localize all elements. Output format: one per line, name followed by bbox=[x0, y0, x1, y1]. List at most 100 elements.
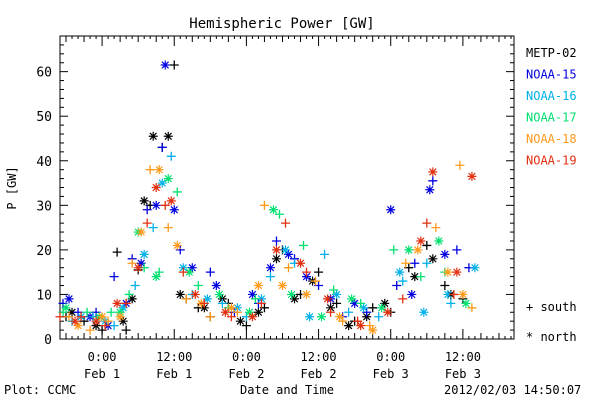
marker-south bbox=[109, 272, 119, 282]
marker-south bbox=[142, 218, 152, 228]
marker-south bbox=[76, 312, 86, 322]
marker-south bbox=[250, 294, 260, 304]
marker-north bbox=[323, 294, 333, 304]
x-axis-label: Date and Time bbox=[240, 383, 334, 397]
marker-north bbox=[247, 289, 257, 299]
marker-south bbox=[241, 321, 251, 331]
marker-south bbox=[392, 281, 402, 291]
marker-north bbox=[172, 240, 182, 250]
marker-south bbox=[467, 303, 477, 313]
marker-north bbox=[70, 316, 80, 326]
marker-south bbox=[455, 160, 465, 170]
marker-north bbox=[443, 289, 453, 299]
y-tick-label: 10 bbox=[36, 288, 52, 303]
marker-south bbox=[280, 218, 290, 228]
marker-south bbox=[112, 247, 122, 257]
legend: METP-02 NOAA-15 NOAA-16 NOAA-17 NOAA-18 NOAA-… bbox=[526, 46, 577, 168]
marker-south bbox=[181, 294, 191, 304]
marker-south bbox=[82, 307, 92, 317]
x-tick-label-date: Feb 2 bbox=[228, 367, 264, 381]
plot-frame bbox=[59, 35, 515, 340]
marker-north bbox=[407, 289, 417, 299]
x-tick-label-time: 0:00 bbox=[88, 350, 117, 364]
marker-north bbox=[244, 307, 254, 317]
marker-south bbox=[410, 258, 420, 268]
marker-north bbox=[305, 312, 315, 322]
marker-north bbox=[148, 131, 158, 141]
marker-south bbox=[142, 205, 152, 215]
marker-north bbox=[290, 294, 300, 304]
marker-south bbox=[431, 223, 441, 233]
marker-south bbox=[401, 258, 411, 268]
marker-south bbox=[374, 312, 384, 322]
marker-north bbox=[118, 303, 128, 313]
marker-north bbox=[428, 254, 438, 264]
marker-north bbox=[404, 245, 414, 255]
marker-north bbox=[253, 281, 263, 291]
x-tick-label-date: Feb 2 bbox=[301, 367, 337, 381]
chart-title: Hemispheric Power [GW] bbox=[189, 16, 374, 32]
marker-north bbox=[175, 289, 185, 299]
marker-north bbox=[115, 312, 125, 322]
marker-north bbox=[160, 60, 170, 70]
marker-north bbox=[332, 289, 342, 299]
marker-south bbox=[452, 245, 462, 255]
marker-south bbox=[121, 325, 131, 335]
marker-north bbox=[419, 307, 429, 317]
y-tick-label: 20 bbox=[36, 244, 52, 259]
marker-south bbox=[271, 236, 281, 246]
marker-north bbox=[169, 205, 179, 215]
marker-north bbox=[220, 307, 230, 317]
marker-north bbox=[458, 289, 468, 299]
marker-north bbox=[136, 227, 146, 237]
y-axis: 0 10 20 30 40 50 60 bbox=[36, 35, 514, 348]
marker-north bbox=[410, 272, 420, 282]
marker-north bbox=[356, 321, 366, 331]
marker-south bbox=[259, 200, 269, 210]
marker-south bbox=[422, 240, 432, 250]
x-tick-label-date: Feb 1 bbox=[156, 367, 192, 381]
marker-north bbox=[380, 298, 390, 308]
marker-south bbox=[166, 151, 176, 161]
marker-south bbox=[178, 267, 188, 277]
legend-item: NOAA-19 bbox=[526, 154, 577, 168]
marker-north bbox=[428, 167, 438, 177]
marker-south bbox=[265, 272, 275, 282]
marker-north bbox=[296, 258, 306, 268]
marker-north bbox=[226, 303, 236, 313]
marker-north bbox=[112, 298, 122, 308]
marker-north bbox=[214, 289, 224, 299]
marker-north bbox=[386, 205, 396, 215]
marker-south bbox=[217, 298, 227, 308]
marker-south bbox=[55, 312, 65, 322]
marker-south bbox=[356, 298, 366, 308]
marker-north bbox=[470, 263, 480, 273]
marker-north bbox=[67, 307, 77, 317]
marker-south bbox=[284, 263, 294, 273]
marker-south bbox=[326, 307, 336, 317]
x-tick-label-time: 12:00 bbox=[301, 350, 337, 364]
marker-south bbox=[256, 298, 266, 308]
marker-south bbox=[109, 321, 119, 331]
marker-north bbox=[184, 267, 194, 277]
x-axis: 0:00 Feb 1 12:00 Feb 1 0:00 Feb 2 12:00 Feb 2 0:… bbox=[59, 36, 512, 381]
marker-north bbox=[187, 263, 197, 273]
marker-north bbox=[235, 316, 245, 326]
marker-north bbox=[64, 294, 74, 304]
y-tick-label: 0 bbox=[44, 333, 52, 348]
marker-south bbox=[398, 276, 408, 286]
marker-north bbox=[284, 249, 294, 259]
marker-north bbox=[202, 294, 212, 304]
marker-south bbox=[85, 325, 95, 335]
marker-north bbox=[350, 298, 360, 308]
marker-north bbox=[133, 263, 143, 273]
legend-south: + south bbox=[526, 300, 577, 314]
marker-south bbox=[172, 187, 182, 197]
marker-south bbox=[169, 60, 179, 70]
marker-north bbox=[359, 303, 369, 313]
marker-south bbox=[398, 294, 408, 304]
marker-north bbox=[344, 321, 354, 331]
marker-north bbox=[287, 289, 297, 299]
marker-south bbox=[64, 312, 74, 322]
